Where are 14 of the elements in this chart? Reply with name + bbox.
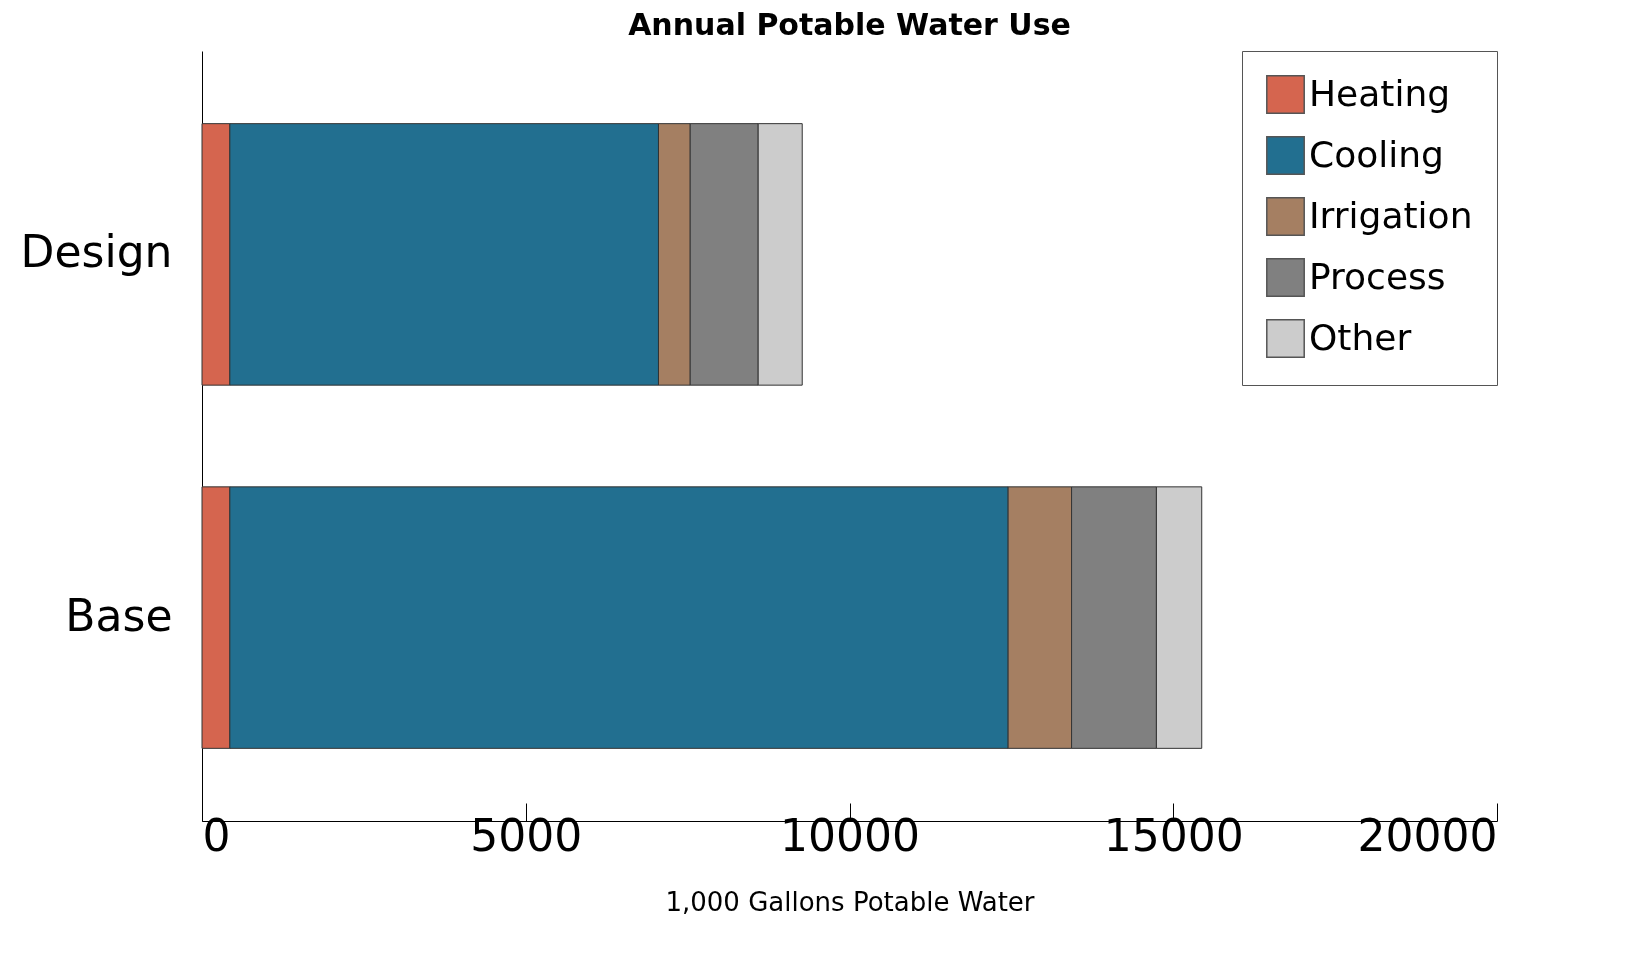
- legend-label: Irrigation: [1309, 194, 1473, 236]
- x-tick-label: 0: [202, 809, 231, 861]
- y-tick-label: Design: [20, 226, 173, 278]
- legend-label: Other: [1309, 316, 1412, 358]
- legend-label: Heating: [1309, 72, 1451, 114]
- x-tick-label: 10000: [780, 809, 920, 861]
- x-tick-label: 5000: [470, 809, 583, 861]
- chart-title: Annual Potable Water Use: [628, 6, 1071, 42]
- x-tick-label: 15000: [1103, 809, 1244, 861]
- legend-label: Cooling: [1309, 133, 1444, 175]
- x-axis-title: 1,000 Gallons Potable Water: [665, 886, 1035, 917]
- x-tick-label: 20000: [1357, 809, 1498, 861]
- y-tick-label: Base: [65, 589, 173, 641]
- legend-label: Process: [1309, 255, 1446, 297]
